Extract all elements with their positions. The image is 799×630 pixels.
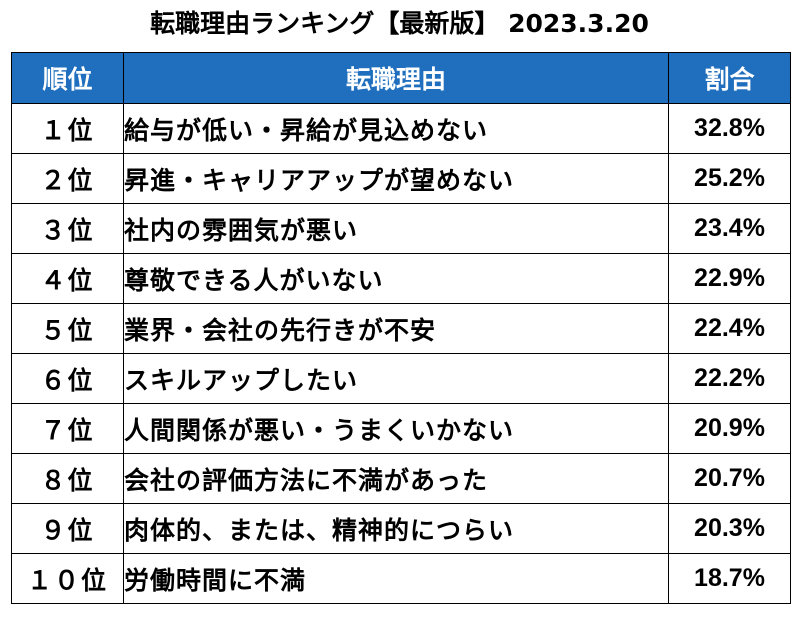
rank-cell: １０位 (11, 553, 124, 604)
reason-cell: 労働時間に不満 (123, 553, 669, 604)
reason-cell: 肉体的、または、精神的につらい (123, 503, 669, 554)
percent-cell: 22.2% (668, 353, 791, 404)
rank-cell: ８位 (11, 453, 124, 504)
rank-cell: ６位 (11, 353, 124, 404)
rank-cell: ５位 (11, 303, 124, 354)
rank-cell: ９位 (11, 503, 124, 554)
column-header-rank: 順位 (11, 52, 124, 104)
table-row: ４位 尊敬できる人がいない 22.9% (11, 253, 791, 304)
table-row: １位 給与が低い・昇給が見込めない 32.8% (11, 103, 791, 154)
reason-cell: 人間関係が悪い・うまくいかない (123, 403, 669, 454)
table-row: ２位 昇進・キャリアアップが望めない 25.2% (11, 153, 791, 204)
column-header-percent: 割合 (668, 52, 791, 104)
reason-cell: 給与が低い・昇給が見込めない (123, 103, 669, 154)
table-row: ６位 スキルアップしたい 22.2% (11, 353, 791, 404)
rank-cell: ３位 (11, 203, 124, 254)
table-row: ３位 社内の雰囲気が悪い 23.4% (11, 203, 791, 254)
percent-cell: 32.8% (668, 103, 791, 154)
reason-cell: スキルアップしたい (123, 353, 669, 404)
rank-cell: ２位 (11, 153, 124, 204)
rank-cell: １位 (11, 103, 124, 154)
percent-cell: 20.7% (668, 453, 791, 504)
percent-cell: 22.4% (668, 303, 791, 354)
reason-cell: 業界・会社の先行きが不安 (123, 303, 669, 354)
column-header-reason: 転職理由 (123, 52, 669, 104)
percent-cell: 25.2% (668, 153, 791, 204)
percent-cell: 20.9% (668, 403, 791, 454)
reason-cell: 尊敬できる人がいない (123, 253, 669, 304)
percent-cell: 23.4% (668, 203, 791, 254)
table-row: ９位 肉体的、または、精神的につらい 20.3% (11, 503, 791, 554)
table-row: ８位 会社の評価方法に不満があった 20.7% (11, 453, 791, 504)
table-header-row: 順位 転職理由 割合 (11, 52, 791, 104)
rank-cell: ７位 (11, 403, 124, 454)
reason-cell: 昇進・キャリアアップが望めない (123, 153, 669, 204)
rank-cell: ４位 (11, 253, 124, 304)
percent-cell: 20.3% (668, 503, 791, 554)
table-row: ７位 人間関係が悪い・うまくいかない 20.9% (11, 403, 791, 454)
table-row: １０位 労働時間に不満 18.7% (11, 553, 791, 604)
reason-cell: 社内の雰囲気が悪い (123, 203, 669, 254)
chart-title: 転職理由ランキング【最新版】 2023.3.20 (150, 9, 649, 38)
table-row: ５位 業界・会社の先行きが不安 22.4% (11, 303, 791, 354)
percent-cell: 18.7% (668, 553, 791, 604)
ranking-table: 順位 転職理由 割合 １位 給与が低い・昇給が見込めない 32.8% ２位 昇進… (11, 52, 791, 604)
percent-cell: 22.9% (668, 253, 791, 304)
reason-cell: 会社の評価方法に不満があった (123, 453, 669, 504)
